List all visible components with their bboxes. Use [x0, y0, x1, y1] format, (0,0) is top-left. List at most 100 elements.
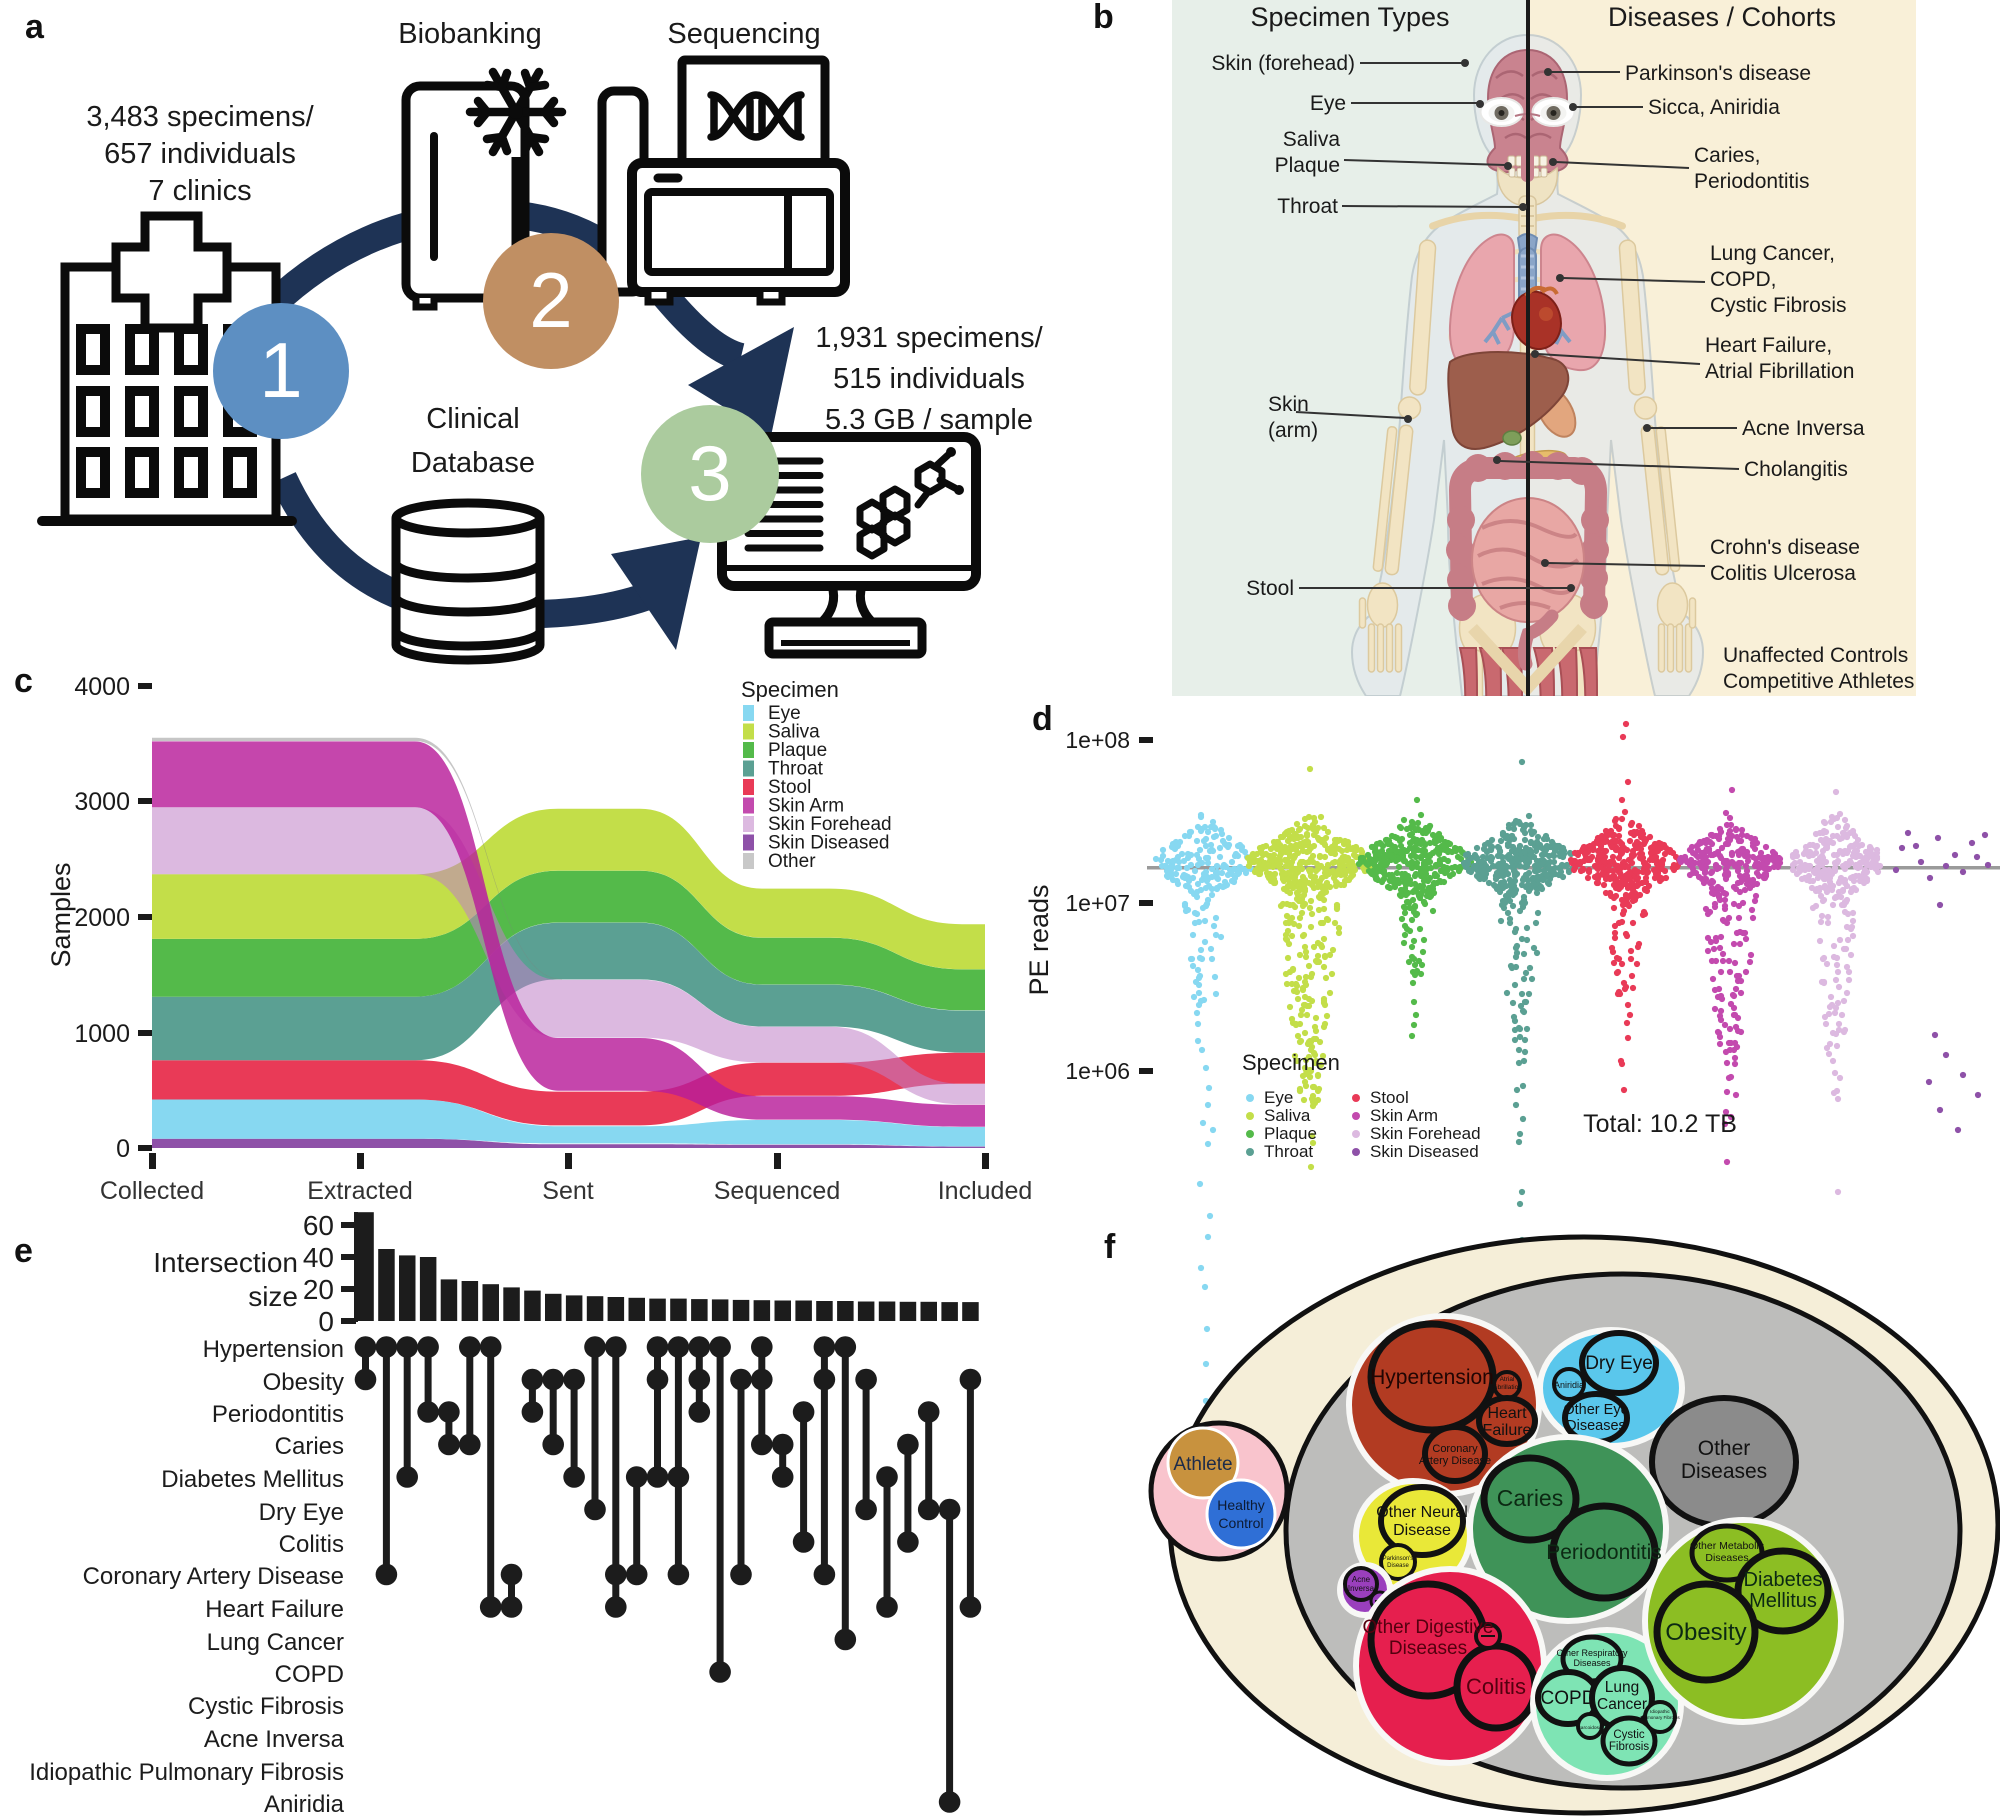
svg-text:Skin Forehead: Skin Forehead	[768, 814, 892, 835]
svg-text:4000: 4000	[74, 673, 130, 701]
svg-text:Mellitus: Mellitus	[1749, 1590, 1817, 1612]
svg-text:Stool: Stool	[768, 777, 811, 798]
svg-text:Skin Arm: Skin Arm	[768, 796, 844, 817]
svg-text:Caries,: Caries,	[1694, 144, 1761, 167]
svg-text:Throat: Throat	[1264, 1142, 1313, 1161]
svg-text:Collected: Collected	[100, 1177, 204, 1205]
svg-text:b: b	[1093, 0, 1114, 36]
svg-text:Idiopathic: Idiopathic	[1650, 1709, 1670, 1714]
svg-text:Eye: Eye	[768, 703, 801, 724]
svg-text:f: f	[1104, 1228, 1116, 1266]
svg-text:Heart Failure,: Heart Failure,	[1705, 334, 1832, 357]
svg-text:Colitis Ulcerosa: Colitis Ulcerosa	[1710, 562, 1856, 585]
svg-text:Saliva: Saliva	[1283, 128, 1341, 151]
svg-text:Lung Cancer,: Lung Cancer,	[1710, 242, 1835, 265]
svg-text:d: d	[1032, 700, 1053, 738]
svg-text:40: 40	[303, 1242, 334, 1273]
svg-text:Cystic: Cystic	[1613, 1729, 1645, 1741]
svg-text:Acne Inversa: Acne Inversa	[1742, 417, 1865, 440]
svg-text:Diseases: Diseases	[1566, 1418, 1626, 1434]
svg-text:1: 1	[259, 326, 302, 414]
svg-text:60: 60	[303, 1210, 334, 1241]
svg-text:Obesity: Obesity	[1665, 1619, 1746, 1646]
svg-text:Extracted: Extracted	[307, 1177, 413, 1205]
svg-text:Fibrillation: Fibrillation	[1492, 1384, 1522, 1391]
svg-text:Diseases / Cohorts: Diseases / Cohorts	[1608, 2, 1836, 32]
svg-text:1,931 specimens/: 1,931 specimens/	[815, 322, 1043, 354]
svg-text:Saliva: Saliva	[768, 722, 820, 743]
svg-text:Saliva: Saliva	[1264, 1106, 1311, 1125]
svg-text:Sicca, Aniridia: Sicca, Aniridia	[1648, 96, 1780, 119]
svg-text:Included: Included	[938, 1177, 1033, 1205]
svg-text:Cancer: Cancer	[1597, 1696, 1647, 1713]
svg-text:Cystic Fibrosis: Cystic Fibrosis	[1710, 294, 1847, 317]
svg-text:Plaque: Plaque	[1275, 154, 1340, 177]
svg-text:Eye: Eye	[1264, 1088, 1293, 1107]
svg-text:Sequencing: Sequencing	[667, 18, 820, 50]
svg-text:Fibrosis: Fibrosis	[1609, 1741, 1650, 1753]
svg-text:Sent: Sent	[542, 1177, 593, 1205]
svg-text:3: 3	[688, 429, 731, 517]
svg-text:Heart Failure: Heart Failure	[205, 1596, 344, 1623]
svg-text:Dry Eye: Dry Eye	[1585, 1353, 1653, 1374]
svg-text:3000: 3000	[74, 788, 130, 816]
svg-text:e: e	[14, 1232, 33, 1270]
svg-text:Skin Arm: Skin Arm	[1370, 1106, 1438, 1125]
svg-text:Clinical: Clinical	[426, 403, 519, 435]
svg-text:Aniridia: Aniridia	[1554, 1380, 1584, 1390]
svg-text:Stool: Stool	[1246, 577, 1294, 600]
svg-text:Aniridia: Aniridia	[264, 1791, 345, 1818]
svg-text:(arm): (arm)	[1268, 419, 1318, 442]
svg-text:2000: 2000	[74, 904, 130, 932]
svg-text:Periodontitis: Periodontitis	[212, 1401, 344, 1428]
svg-text:COPD: COPD	[275, 1661, 344, 1688]
svg-text:c: c	[14, 662, 33, 700]
svg-text:Biobanking: Biobanking	[398, 18, 542, 50]
svg-text:Colitis: Colitis	[279, 1531, 344, 1558]
svg-text:3,483 specimens/: 3,483 specimens/	[86, 101, 314, 133]
svg-text:Throat: Throat	[1277, 195, 1338, 218]
svg-text:Heart: Heart	[1487, 1405, 1527, 1422]
svg-text:Atrial Fibrillation: Atrial Fibrillation	[1705, 360, 1854, 383]
svg-text:1e+06: 1e+06	[1065, 1058, 1130, 1084]
svg-text:Cystic Fibrosis: Cystic Fibrosis	[188, 1693, 344, 1720]
svg-text:Atrial: Atrial	[1500, 1376, 1515, 1383]
svg-text:Samples: Samples	[46, 862, 76, 967]
svg-text:Other Metabolic: Other Metabolic	[1690, 1540, 1764, 1552]
svg-text:Control: Control	[1218, 1515, 1263, 1531]
svg-text:Specimen: Specimen	[1242, 1050, 1340, 1075]
svg-text:Caries: Caries	[1497, 1485, 1563, 1511]
svg-text:Skin Diseased: Skin Diseased	[768, 833, 889, 854]
svg-text:Inversa: Inversa	[1348, 1584, 1375, 1593]
svg-text:Sequenced: Sequenced	[714, 1177, 841, 1205]
svg-text:Other Digestive: Other Digestive	[1363, 1617, 1494, 1638]
svg-text:Lung: Lung	[1605, 1679, 1639, 1696]
svg-text:7 clinics: 7 clinics	[148, 175, 251, 207]
svg-text:Hypertension: Hypertension	[1370, 1366, 1494, 1389]
svg-text:Other: Other	[1698, 1437, 1751, 1460]
svg-text:Skin (forehead): Skin (forehead)	[1211, 52, 1355, 75]
svg-text:Parkinson's disease: Parkinson's disease	[1625, 62, 1811, 85]
svg-text:657 individuals: 657 individuals	[104, 138, 296, 170]
svg-text:Periodontitis: Periodontitis	[1694, 170, 1810, 193]
svg-text:Unaffected Controls: Unaffected Controls	[1723, 644, 1908, 667]
svg-text:Other Respiratory: Other Respiratory	[1556, 1648, 1628, 1658]
svg-text:Colitis: Colitis	[1466, 1674, 1526, 1699]
svg-text:Diabetes Mellitus: Diabetes Mellitus	[161, 1466, 344, 1493]
svg-text:Throat: Throat	[768, 759, 824, 780]
svg-text:Pulmonary Fibrosis: Pulmonary Fibrosis	[1640, 1715, 1680, 1720]
svg-text:Artery Disease: Artery Disease	[1419, 1455, 1491, 1467]
svg-text:5.3 GB / sample: 5.3 GB / sample	[825, 404, 1033, 436]
svg-text:Failure: Failure	[1483, 1422, 1532, 1439]
svg-text:1e+07: 1e+07	[1065, 890, 1130, 916]
svg-text:a: a	[25, 8, 45, 46]
svg-text:Specimen Types: Specimen Types	[1250, 2, 1449, 32]
svg-text:Acne: Acne	[1352, 1575, 1371, 1584]
svg-text:Diseases: Diseases	[1389, 1638, 1467, 1659]
svg-text:Plaque: Plaque	[768, 740, 827, 761]
svg-text:Skin Diseased: Skin Diseased	[1370, 1142, 1479, 1161]
svg-text:2: 2	[529, 256, 572, 344]
svg-text:Intersection: Intersection	[153, 1247, 298, 1278]
svg-text:0: 0	[116, 1135, 130, 1163]
svg-text:Lung Cancer: Lung Cancer	[207, 1629, 344, 1656]
